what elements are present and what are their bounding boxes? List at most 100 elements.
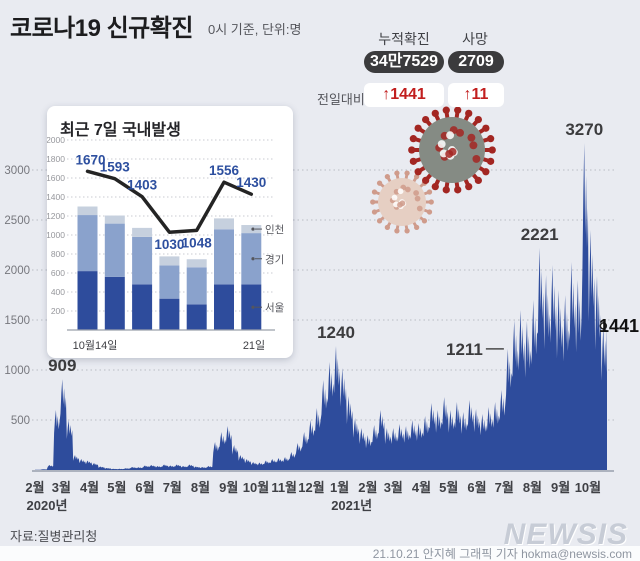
svg-text:9월: 9월 [551, 480, 570, 495]
stacked-bar-segment [214, 218, 234, 230]
svg-text:7월: 7월 [163, 480, 182, 495]
svg-text:21일: 21일 [243, 338, 265, 352]
svg-text:2021년: 2021년 [331, 498, 372, 513]
national-total-line [85, 169, 254, 234]
recent-7days-panel: 200 400 600 800 1000 1200 1400 1600 1800 2000 1670… [47, 106, 293, 358]
stacked-bar-segment [104, 276, 125, 330]
stacked-bar-segment [214, 284, 234, 330]
stacked-bar-segment [186, 259, 207, 268]
svg-text:8월: 8월 [191, 480, 210, 495]
svg-text:5월: 5월 [107, 480, 126, 495]
bottom-strip [0, 546, 640, 561]
svg-text:7월: 7월 [495, 480, 514, 495]
page-subtitle: 0시 기준, 단위:명 [208, 22, 302, 37]
legend-label: 경기 [265, 253, 284, 266]
total-value-label: 1670 [75, 152, 105, 167]
svg-text:200: 200 [51, 306, 65, 316]
stacked-bar-segment [159, 265, 180, 299]
peak-annotation: 1211 [446, 340, 483, 359]
svg-text:11월: 11월 [271, 480, 297, 495]
stacked-bar-segment [241, 233, 262, 285]
svg-text:10월14일: 10월14일 [73, 338, 118, 352]
coronavirus-icon [370, 170, 434, 234]
svg-text:6월: 6월 [135, 480, 154, 495]
coronavirus-icon [408, 106, 496, 194]
peak-annotation: 1240 [317, 323, 355, 342]
stacked-bar-segment [77, 271, 98, 330]
stacked-bar-segment [241, 225, 262, 234]
legend-label: 서울 [265, 302, 285, 314]
stacked-bar-segment [132, 236, 153, 285]
total-value-label: 1048 [182, 235, 213, 250]
peak-annotation: 2221 [521, 225, 559, 244]
cumulative-confirmed-badge: 34만7529 [364, 51, 444, 73]
svg-text:4월: 4월 [412, 480, 431, 495]
stacked-bar-segment [104, 223, 125, 277]
svg-text:2000: 2000 [4, 265, 30, 277]
svg-text:400: 400 [51, 287, 65, 297]
newsis-logo: NEWSIS [503, 518, 628, 551]
svg-text:1월: 1월 [330, 480, 349, 495]
svg-text:600: 600 [51, 268, 65, 278]
stacked-bar-segment [132, 227, 153, 237]
inset-chart-title: 최근 7일 국내발생 [60, 122, 181, 139]
svg-text:3월: 3월 [52, 480, 71, 495]
svg-text:2월: 2월 [25, 480, 44, 495]
vs-previous-day-label: 전일대비 [317, 92, 365, 107]
peak-annotation: 3270 [565, 120, 603, 139]
deaths-label: 사망 [462, 31, 488, 47]
peak-annotation: 909 [48, 356, 76, 375]
svg-text:5월: 5월 [439, 480, 458, 495]
latest-point-marker [599, 322, 608, 330]
svg-text:500: 500 [11, 415, 30, 427]
svg-text:1000: 1000 [4, 365, 30, 377]
deaths-delta-badge: ↑11 [448, 83, 504, 107]
stacked-bar-segment [159, 298, 180, 330]
svg-text:3000: 3000 [4, 165, 30, 177]
data-source: 자료:질병관리청 [10, 529, 98, 544]
svg-text:1400: 1400 [47, 192, 65, 202]
svg-text:2500: 2500 [4, 215, 30, 227]
svg-text:800: 800 [51, 249, 65, 259]
cumulative-confirmed-label: 누적확진 [378, 31, 430, 47]
total-value-label: 1403 [127, 178, 158, 193]
recent-7days-stacked-bar-chart: 200 400 600 800 1000 1200 1400 1600 1800 2000 1670… [47, 135, 285, 352]
stacked-bar-segment [214, 229, 234, 285]
latest-value-annotation: 1441 [599, 316, 639, 336]
daily-cases-area [35, 143, 607, 470]
confirmed-delta-badge: ↑1441 [364, 83, 444, 107]
svg-text:10월: 10월 [243, 480, 269, 495]
stacked-bar-segment [186, 267, 207, 305]
stacked-bar-segment [241, 284, 262, 330]
page-title: 코로나19 신규확진 [10, 15, 193, 42]
svg-text:1200: 1200 [47, 211, 65, 221]
total-value-label: 1430 [236, 175, 266, 190]
svg-text:4월: 4월 [80, 480, 99, 495]
deaths-badge: 2709 [448, 51, 504, 73]
svg-text:12월: 12월 [298, 480, 324, 495]
svg-text:9월: 9월 [219, 480, 238, 495]
total-value-label: 1556 [209, 163, 240, 178]
total-value-label: 1030 [154, 237, 184, 252]
legend-label: 인천 [265, 224, 284, 236]
stacked-bar-segment [132, 284, 153, 330]
svg-text:2월: 2월 [358, 480, 377, 495]
svg-text:1000: 1000 [47, 230, 65, 240]
svg-text:10월: 10월 [575, 480, 601, 495]
svg-text:2020년: 2020년 [27, 498, 68, 513]
stacked-bar-segment [186, 304, 207, 330]
svg-text:6월: 6월 [467, 480, 486, 495]
svg-text:3월: 3월 [384, 480, 403, 495]
svg-text:1800: 1800 [47, 154, 65, 164]
total-value-label: 1593 [100, 160, 131, 175]
svg-text:2000: 2000 [47, 135, 65, 145]
svg-text:1600: 1600 [47, 173, 65, 183]
svg-text:1500: 1500 [4, 315, 30, 327]
stacked-bar-segment [77, 215, 98, 272]
stacked-bar-segment [159, 256, 180, 266]
credit-line: 21.10.21 안지혜 그래픽 기자 hokma@newsis.com [372, 547, 632, 561]
stacked-bar-segment [104, 215, 125, 224]
stacked-bar-segment [77, 206, 98, 216]
